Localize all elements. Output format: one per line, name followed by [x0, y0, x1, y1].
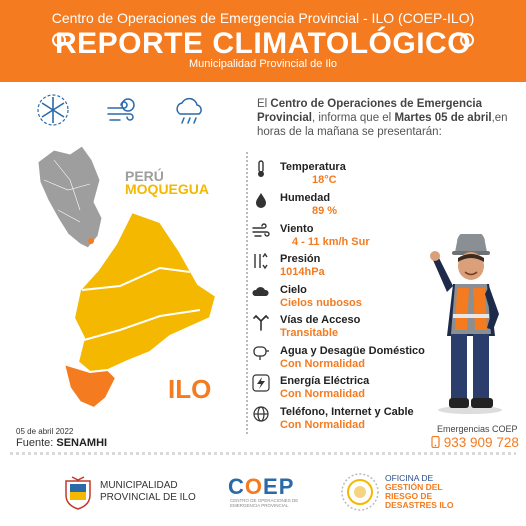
condition-vias: Vías de Acceso Transitable	[252, 313, 522, 343]
moquegua-map	[37, 145, 218, 410]
emergency-label: Emergencias COEP	[437, 424, 518, 434]
globe-icon	[253, 406, 269, 422]
cloud-icon	[252, 287, 269, 296]
thermometer-icon	[258, 160, 264, 177]
municipality-logo-text: MUNICIPALIDAD PROVINCIAL DE ILO	[100, 480, 196, 503]
phone-icon	[431, 435, 440, 449]
condition-energia: Energía Eléctrica Con Normalidad	[252, 374, 522, 404]
report-intro: El Centro de Operaciones de Emergencia P…	[257, 98, 508, 138]
map-label-peru: PERÚ	[125, 168, 164, 184]
faucet-icon	[253, 346, 269, 360]
water-drop-icon	[256, 193, 266, 208]
wind-sun-icon	[107, 98, 135, 121]
page-title: REPORTE CLIMATOLÓGICO	[54, 27, 472, 60]
cloud-rain-icon	[176, 97, 202, 124]
cold-snowflake-icon	[37, 94, 69, 126]
condition-humedad: Humedad 89 %	[252, 191, 522, 221]
peru-map-shape	[37, 145, 103, 249]
condition-telefono: Teléfono, Internet y Cable Con Normalida…	[252, 405, 522, 435]
lightning-icon	[252, 374, 270, 392]
ilo-region	[62, 362, 118, 410]
report-date: 05 de abril 2022	[16, 427, 74, 436]
map-label-ilo: ILO	[168, 374, 212, 404]
risk-office-seal-icon	[341, 473, 379, 511]
safety-worker-illustration	[430, 234, 502, 414]
condition-viento: Viento 4 - 11 km/h Sur	[252, 222, 522, 252]
condition-cielo: Cielo Cielos nubosos	[252, 283, 522, 313]
emergency-phone[interactable]: 933 909 728	[431, 435, 519, 450]
pressure-icon	[254, 252, 268, 270]
header-subtitle: Municipalidad Provincial de Ilo	[189, 58, 337, 70]
header-organization: Centro de Operaciones de Emergencia Prov…	[51, 10, 475, 26]
header-banner: Centro de Operaciones de Emergencia Prov…	[0, 0, 526, 82]
road-icon	[253, 314, 269, 331]
target-icon	[460, 33, 474, 47]
footer-divider	[10, 452, 516, 456]
wind-icon	[252, 223, 270, 237]
target-icon	[52, 33, 66, 47]
map-label-moquegua: MOQUEGUA	[125, 181, 209, 197]
condition-agua: Agua y Desagüe Doméstico Con Normalidad	[252, 344, 522, 374]
condition-temperatura: Temperatura 18°C	[252, 160, 522, 190]
coep-logo: COEP	[228, 474, 295, 499]
condition-presion: Presión 1014hPa	[252, 252, 522, 282]
municipality-crest-icon	[65, 476, 91, 510]
data-source: Fuente: SENAMHI	[16, 437, 108, 449]
divider	[246, 152, 248, 434]
coep-logo-subtitle: CENTRO DE OPERACIONES DE EMERGENCIA PROV…	[230, 498, 299, 508]
risk-office-logo-text: OFICINA DE GESTIÓN DEL RIESGO DE DESASTR…	[385, 473, 454, 510]
